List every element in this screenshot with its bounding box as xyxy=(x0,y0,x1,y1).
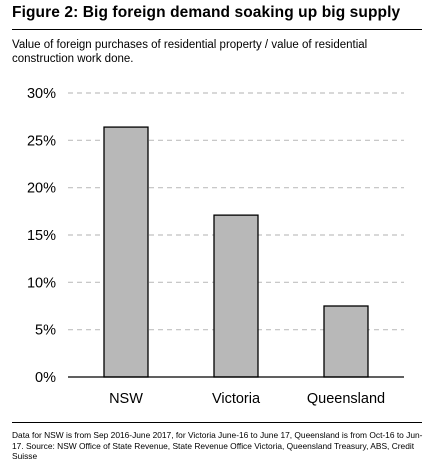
bar-queensland xyxy=(323,305,369,378)
x-tick-label: NSW xyxy=(109,391,143,407)
title-divider xyxy=(12,29,422,30)
x-tick-label: Queensland xyxy=(307,391,385,407)
y-tick-label: 0% xyxy=(35,370,56,386)
y-tick-label: 20% xyxy=(27,181,56,197)
y-axis-tick-labels: 0% 5% 10% 15% 20% 25% 30% xyxy=(27,86,56,386)
bars xyxy=(103,126,369,378)
bar-victoria xyxy=(213,214,259,378)
chart-footnote: Data for NSW is from Sep 2016-June 2017,… xyxy=(12,430,423,461)
y-tick-label: 5% xyxy=(35,323,56,339)
y-tick-label: 25% xyxy=(27,133,56,149)
chart-title: Figure 2: Big foreign demand soaking up … xyxy=(12,4,401,21)
x-tick-label: Victoria xyxy=(212,391,261,407)
x-axis-tick-labels: NSW Victoria Queensland xyxy=(109,391,385,407)
y-tick-label: 30% xyxy=(27,86,56,102)
y-tick-label: 15% xyxy=(27,228,56,244)
y-tick-label: 10% xyxy=(27,275,56,291)
bar-nsw xyxy=(103,126,149,378)
chart-subtitle: Value of foreign purchases of residentia… xyxy=(12,39,368,65)
footnote-divider xyxy=(12,422,422,423)
